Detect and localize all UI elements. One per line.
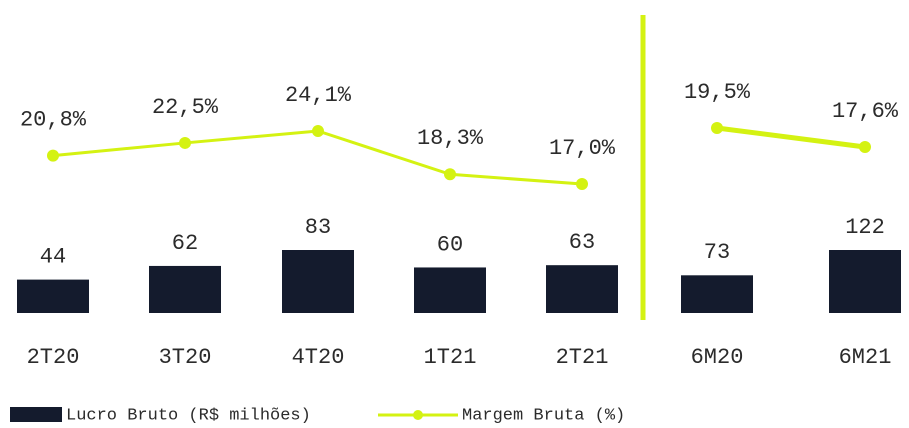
x-tick-label: 4T20: [292, 345, 345, 370]
bar-label: 62: [172, 231, 198, 256]
margin-label: 20,8%: [20, 107, 87, 132]
bar: [17, 279, 89, 313]
margin-line: [716, 125, 866, 150]
bar-label: 60: [437, 232, 463, 257]
margin-point: [859, 141, 871, 153]
margin-point: [711, 122, 723, 134]
x-tick-label: 1T21: [424, 345, 477, 370]
bar: [681, 275, 753, 313]
margin-line: [52, 129, 583, 186]
margin-point: [179, 136, 191, 149]
bar-label: 44: [40, 244, 66, 269]
margin-label: 22,5%: [152, 95, 219, 120]
margin-label: 17,6%: [832, 99, 899, 124]
bar: [546, 265, 618, 313]
legend-label: Margem Bruta (%): [462, 406, 625, 425]
x-tick-label: 3T20: [159, 345, 212, 370]
margin-point: [444, 168, 456, 181]
bar-label: 73: [704, 240, 730, 265]
legend-label: Lucro Bruto (R$ milhões): [66, 406, 311, 425]
margin-label: 24,1%: [285, 83, 352, 108]
x-tick-label: 2T20: [27, 345, 80, 370]
bar: [149, 265, 221, 313]
bar: [414, 267, 486, 313]
margin-point: [576, 178, 588, 190]
bar-label: 63: [569, 230, 595, 255]
bar-label: 122: [845, 215, 885, 240]
margin-point: [312, 125, 324, 137]
x-tick-label: 2T21: [556, 345, 609, 370]
bar-label: 83: [305, 215, 331, 240]
margin-label: 19,5%: [684, 80, 751, 105]
bar: [829, 250, 901, 313]
margin-label: 18,3%: [417, 126, 484, 151]
legend-swatch-bar: [10, 407, 62, 422]
bar: [282, 250, 354, 313]
x-tick-label: 6M21: [839, 345, 892, 370]
x-tick-label: 6M20: [691, 345, 744, 370]
legend-swatch-dot: [413, 410, 423, 420]
margin-label: 17,0%: [549, 136, 616, 161]
margin-point: [47, 149, 59, 162]
